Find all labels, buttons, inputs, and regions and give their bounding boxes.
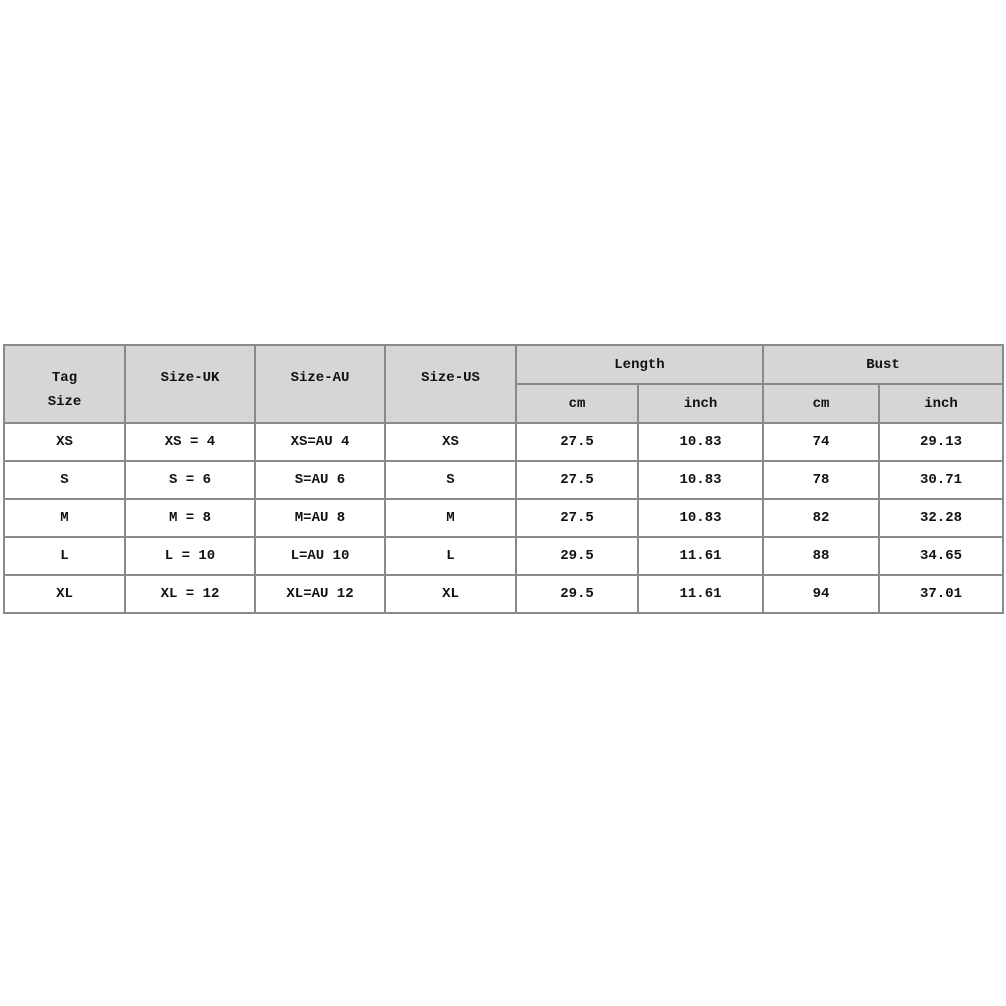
- header-length-cm: cm: [515, 383, 639, 424]
- table-row: XL XL = 12 XL=AU 12 XL 29.5 11.61 94 37.01: [3, 574, 1004, 614]
- header-bust-cm: cm: [762, 383, 880, 424]
- cell-length-cm: 27.5: [515, 422, 639, 462]
- cell-bust-inch: 37.01: [878, 574, 1004, 614]
- cell-tag-size: XL: [3, 574, 126, 614]
- cell-length-inch: 11.61: [637, 536, 764, 576]
- header-size-label: Size: [47, 394, 82, 410]
- cell-bust-inch: 34.65: [878, 536, 1004, 576]
- cell-length-cm: 27.5: [515, 498, 639, 538]
- header-row: Tag Size Size-UK Size-AU Size-US Length B…: [3, 344, 1004, 424]
- cell-size-au: XS=AU 4: [254, 422, 386, 462]
- cell-size-uk: XS = 4: [124, 422, 256, 462]
- table-row: XS XS = 4 XS=AU 4 XS 27.5 10.83 74 29.13: [3, 422, 1004, 462]
- cell-bust-inch: 30.71: [878, 460, 1004, 500]
- cell-length-inch: 11.61: [637, 574, 764, 614]
- header-length-inch: inch: [637, 383, 764, 424]
- cell-size-uk: XL = 12: [124, 574, 256, 614]
- cell-size-uk: L = 10: [124, 536, 256, 576]
- header-size-au: Size-AU: [254, 344, 386, 424]
- cell-size-us: L: [384, 536, 517, 576]
- cell-tag-size: M: [3, 498, 126, 538]
- cell-tag-size: S: [3, 460, 126, 500]
- cell-length-cm: 29.5: [515, 536, 639, 576]
- header-size-uk: Size-UK: [124, 344, 256, 424]
- cell-size-au: M=AU 8: [254, 498, 386, 538]
- cell-length-cm: 29.5: [515, 574, 639, 614]
- cell-bust-cm: 82: [762, 498, 880, 538]
- header-length: Length: [515, 344, 764, 385]
- header-bust: Bust: [762, 344, 1004, 385]
- header-tag-size: Tag Size: [3, 344, 126, 424]
- cell-length-inch: 10.83: [637, 422, 764, 462]
- cell-bust-cm: 74: [762, 422, 880, 462]
- cell-size-au: XL=AU 12: [254, 574, 386, 614]
- cell-bust-cm: 78: [762, 460, 880, 500]
- header-size-us: Size-US: [384, 344, 517, 424]
- cell-size-us: S: [384, 460, 517, 500]
- cell-tag-size: XS: [3, 422, 126, 462]
- subheader-row: cm inch cm inch: [4, 383, 1004, 424]
- cell-size-us: XS: [384, 422, 517, 462]
- cell-size-uk: M = 8: [124, 498, 256, 538]
- cell-bust-cm: 94: [762, 574, 880, 614]
- cell-length-inch: 10.83: [637, 460, 764, 500]
- cell-tag-size: L: [3, 536, 126, 576]
- cell-length-cm: 27.5: [515, 460, 639, 500]
- cell-bust-cm: 88: [762, 536, 880, 576]
- cell-size-us: XL: [384, 574, 517, 614]
- header-tag-label: Tag: [51, 370, 78, 386]
- cell-length-inch: 10.83: [637, 498, 764, 538]
- cell-bust-inch: 32.28: [878, 498, 1004, 538]
- cell-size-au: S=AU 6: [254, 460, 386, 500]
- size-chart-table: Tag Size Size-UK Size-AU Size-US Length B…: [3, 344, 1004, 614]
- cell-size-us: M: [384, 498, 517, 538]
- header-bust-inch: inch: [878, 383, 1004, 424]
- cell-size-au: L=AU 10: [254, 536, 386, 576]
- cell-size-uk: S = 6: [124, 460, 256, 500]
- cell-bust-inch: 29.13: [878, 422, 1004, 462]
